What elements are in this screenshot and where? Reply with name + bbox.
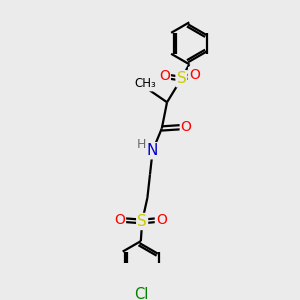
Text: O: O — [156, 213, 167, 227]
Text: N: N — [147, 143, 158, 158]
Text: S: S — [137, 214, 147, 229]
Text: O: O — [114, 213, 125, 227]
Text: H: H — [137, 139, 146, 152]
Text: O: O — [159, 69, 170, 83]
Text: CH₃: CH₃ — [134, 77, 156, 90]
Text: Cl: Cl — [134, 287, 148, 300]
Text: O: O — [181, 120, 192, 134]
Text: S: S — [177, 71, 186, 86]
Text: O: O — [189, 68, 200, 82]
